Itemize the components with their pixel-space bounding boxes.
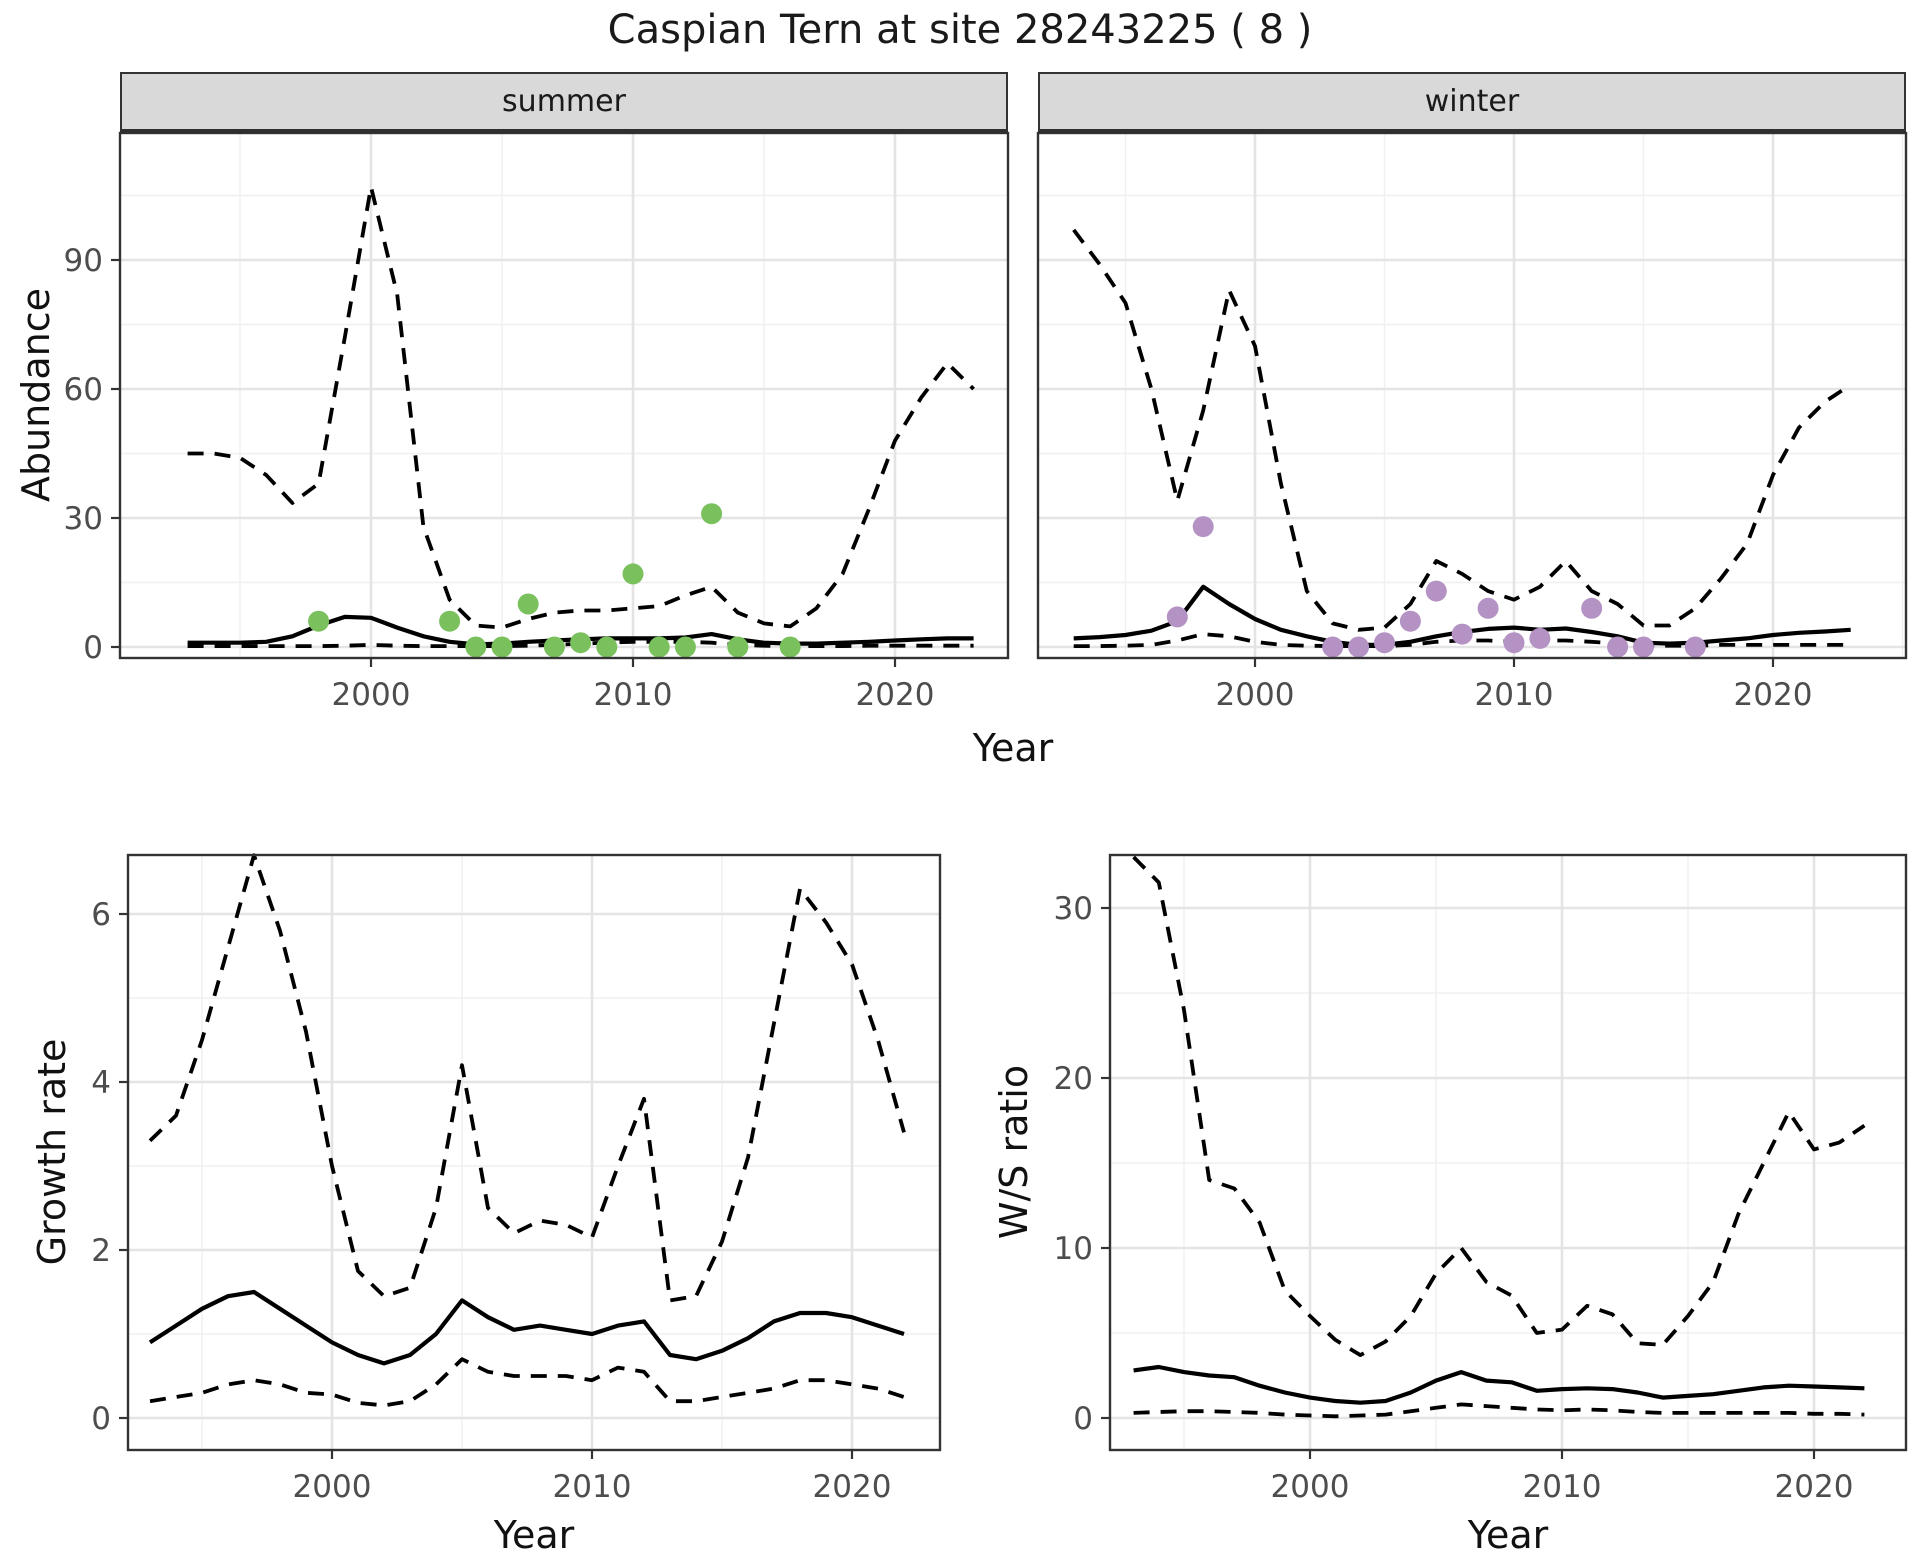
abundance-winter-upper-95ci-line bbox=[1072, 228, 1852, 632]
observation-point bbox=[1684, 636, 1706, 658]
x-tick-label: 2010 bbox=[594, 677, 673, 713]
x-tick-label: 2000 bbox=[332, 677, 411, 713]
y-tick-label: 30 bbox=[64, 501, 103, 537]
x-tick-label: 2010 bbox=[1475, 677, 1554, 713]
growth-rate-upper-95ci-line bbox=[148, 853, 906, 1303]
ws-ratio-panel-bg bbox=[1110, 855, 1906, 1450]
growth-rate-panel-border bbox=[126, 853, 942, 1452]
ws-ratio-median-line bbox=[1133, 1364, 1865, 1405]
x-tick-label: 2000 bbox=[293, 1469, 372, 1505]
growth-rate-panel-bg bbox=[128, 855, 940, 1450]
observation-point bbox=[1633, 636, 1654, 658]
y-tick-label: 0 bbox=[91, 1401, 111, 1437]
observation-point bbox=[1529, 627, 1551, 649]
y-tick-label: 30 bbox=[1054, 891, 1093, 927]
observation-point bbox=[1166, 606, 1188, 628]
observation-point bbox=[596, 636, 618, 658]
y-tick-label: 90 bbox=[64, 243, 103, 279]
y-tick-label: 0 bbox=[1073, 1401, 1093, 1437]
observed-counts-winter bbox=[1166, 516, 1706, 658]
observation-point bbox=[517, 593, 539, 615]
ws-ratio-panel-border bbox=[1108, 853, 1908, 1452]
observation-point bbox=[308, 610, 330, 632]
x-tick-label: 2010 bbox=[1523, 1469, 1602, 1505]
y-tick-label: 4 bbox=[91, 1065, 111, 1101]
observation-point bbox=[701, 503, 723, 525]
y-tick-label: 60 bbox=[64, 372, 103, 408]
x-tick-label: 2020 bbox=[1734, 677, 1813, 713]
observation-point bbox=[1581, 597, 1603, 619]
abundance-summer-panel-border bbox=[118, 131, 1010, 660]
abundance-summer-panel: 2000 2010 2020 0 30 60 90 bbox=[64, 131, 1010, 713]
observation-point bbox=[1425, 580, 1447, 602]
abundance-winter-panel: 2000 2010 2020 bbox=[1036, 131, 1908, 713]
observation-point bbox=[570, 632, 592, 654]
y-tick-label: 10 bbox=[1054, 1231, 1093, 1267]
x-tick-label: 2010 bbox=[553, 1469, 632, 1505]
x-axis-title-year-ws: Year bbox=[1467, 1513, 1549, 1557]
observation-point bbox=[1451, 623, 1473, 645]
abundance-winter-panel-border bbox=[1036, 131, 1908, 660]
x-axis-title-year-top: Year bbox=[972, 726, 1054, 770]
observation-point bbox=[1503, 632, 1525, 654]
observation-point bbox=[1607, 636, 1629, 658]
observation-point bbox=[465, 636, 487, 658]
ws-ratio-lower-95ci-line bbox=[1133, 1402, 1865, 1419]
observation-point bbox=[491, 636, 513, 658]
chart-title: Caspian Tern at site 28243225 ( 8 ) bbox=[607, 7, 1313, 53]
observation-point bbox=[1399, 610, 1421, 632]
y-axis-title-growth-rate: Growth rate bbox=[30, 1038, 74, 1266]
y-tick-label: 20 bbox=[1054, 1061, 1093, 1097]
observation-point bbox=[1374, 632, 1395, 654]
x-tick-label: 2000 bbox=[1271, 1469, 1350, 1505]
y-tick-label: 2 bbox=[91, 1233, 111, 1269]
y-axis-title-abundance: Abundance bbox=[14, 287, 58, 503]
x-tick-label: 2020 bbox=[813, 1469, 892, 1505]
observation-point bbox=[543, 636, 565, 658]
abundance-winter-panel-bg bbox=[1038, 133, 1906, 658]
ws-ratio-upper-95ci-line bbox=[1132, 855, 1866, 1357]
x-tick-label: 2000 bbox=[1216, 677, 1295, 713]
observation-point bbox=[674, 636, 696, 658]
facet-label-winter: winter bbox=[1424, 84, 1520, 119]
growth-rate-median-line bbox=[148, 1289, 905, 1366]
y-tick-label: 0 bbox=[83, 630, 103, 666]
observation-point bbox=[439, 610, 461, 632]
x-tick-label: 2020 bbox=[856, 677, 935, 713]
observed-counts-summer bbox=[308, 503, 801, 658]
observation-point bbox=[622, 563, 644, 585]
observation-point bbox=[1192, 516, 1214, 538]
observation-point bbox=[727, 636, 749, 658]
x-tick-label: 2020 bbox=[1775, 1469, 1854, 1505]
facet-strip-winter: winter bbox=[1038, 72, 1906, 133]
observation-point bbox=[1348, 636, 1370, 658]
observation-point bbox=[1322, 636, 1344, 658]
observation-point bbox=[648, 636, 670, 658]
x-axis-title-year-growth: Year bbox=[493, 1513, 575, 1557]
ws-ratio-panel: 2000 2010 2020 0 10 20 30 bbox=[1054, 853, 1908, 1505]
observation-point bbox=[1477, 597, 1499, 619]
abundance-summer-upper-95ci-line bbox=[187, 184, 975, 630]
abundance-summer-panel-bg bbox=[120, 133, 1008, 658]
observation-point bbox=[779, 636, 801, 658]
y-axis-title-ws-ratio: W/S ratio bbox=[992, 1064, 1036, 1240]
y-tick-label: 6 bbox=[91, 897, 111, 933]
growth-rate-panel: 2000 2010 2020 0 2 4 6 bbox=[91, 853, 942, 1505]
facet-strip-summer: summer bbox=[120, 72, 1008, 133]
facet-label-summer: summer bbox=[502, 84, 626, 119]
